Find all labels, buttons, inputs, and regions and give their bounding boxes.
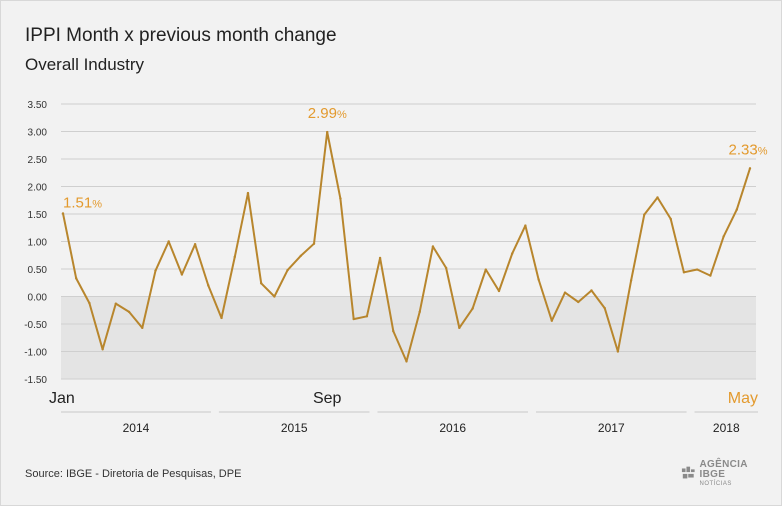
month-label: May <box>728 390 758 407</box>
data-point <box>735 208 738 211</box>
line-chart: 3.50 3.00 2.50 2.00 1.50 1.00 0.50 0.00 -0.50 -1.… <box>24 100 768 435</box>
source-note: Source: IBGE - Diretoria de Pesquisas, D… <box>25 468 242 480</box>
logo-main-text: AGÊNCIA IBGE <box>699 458 748 480</box>
data-point <box>392 329 395 333</box>
data-point <box>484 268 487 271</box>
data-point <box>550 319 554 322</box>
data-point <box>101 348 104 351</box>
data-point <box>722 235 725 238</box>
y-tick-label: 1.50 <box>28 210 48 221</box>
y-tick-label: -1.50 <box>24 375 47 386</box>
point-value-unit: % <box>337 109 347 121</box>
year-axis-layer: 2014 2015 2016 2017 2018 <box>61 411 758 435</box>
y-tick-label: 0.00 <box>28 293 48 304</box>
data-point <box>563 291 567 294</box>
data-point <box>590 289 593 292</box>
point-value-label: 2.99% <box>308 105 347 122</box>
data-point <box>220 316 223 320</box>
data-point <box>167 240 170 243</box>
data-point <box>312 242 316 245</box>
data-point <box>180 273 184 276</box>
y-tick-label: 0.50 <box>28 265 48 276</box>
data-point <box>405 360 408 363</box>
data-point <box>246 191 250 195</box>
point-value-number: 2.33 <box>729 141 758 158</box>
series-line-layer <box>61 130 752 363</box>
data-point <box>339 197 342 200</box>
data-point <box>233 255 236 259</box>
data-point <box>418 310 421 314</box>
data-point <box>537 278 540 281</box>
month-label: Jan <box>49 390 75 407</box>
point-value-number: 2.99 <box>308 105 337 122</box>
data-point <box>709 274 712 277</box>
data-point <box>431 245 435 248</box>
data-point <box>524 224 527 227</box>
data-point <box>378 256 382 260</box>
data-point <box>616 350 620 353</box>
negative-band-layer <box>61 296 756 379</box>
month-labels-layer: Jan Sep May <box>49 390 758 407</box>
y-axis-ticks-layer: 3.50 3.00 2.50 2.00 1.50 1.00 0.50 0.00 -0.50 -1.… <box>24 100 47 386</box>
y-tick-label: 2.00 <box>28 183 48 194</box>
point-value-label: 1.51% <box>63 194 102 211</box>
data-point <box>669 217 672 221</box>
data-point <box>352 317 355 321</box>
data-point <box>61 212 65 215</box>
data-point <box>114 302 118 305</box>
data-point <box>510 252 514 255</box>
data-point <box>643 213 646 216</box>
year-label: 2017 <box>598 421 625 435</box>
data-point <box>458 326 461 330</box>
year-label: 2016 <box>439 421 466 435</box>
year-label: 2014 <box>123 421 150 435</box>
data-point <box>656 196 659 199</box>
data-point <box>273 295 276 298</box>
y-tick-label: 3.00 <box>28 128 48 139</box>
point-value-unit: % <box>758 145 768 157</box>
data-point <box>207 284 210 287</box>
data-point <box>471 307 474 310</box>
data-point <box>154 269 157 272</box>
data-point <box>577 300 580 304</box>
chart-subtitle: Overall Industry <box>25 55 145 74</box>
point-labels-layer: 1.51%2.99%2.33% <box>63 105 768 211</box>
data-point <box>695 268 699 271</box>
data-point <box>682 271 686 274</box>
point-value-unit: % <box>92 198 102 210</box>
data-point <box>444 266 448 270</box>
month-label: Sep <box>313 390 342 407</box>
data-point <box>193 243 197 246</box>
data-point <box>326 130 329 134</box>
chart-title: IPPI Month x previous month change <box>25 25 337 46</box>
data-point <box>497 289 501 293</box>
data-point <box>75 277 78 280</box>
data-point <box>299 254 303 257</box>
agencia-ibge-logo: AGÊNCIA IBGE NOTÍCIAS <box>681 458 769 487</box>
point-value-number: 1.51 <box>63 194 92 211</box>
y-tick-label: 3.50 <box>28 100 48 111</box>
data-point <box>141 326 144 330</box>
y-tick-label: -0.50 <box>24 320 47 331</box>
y-tick-label: -1.00 <box>24 348 47 359</box>
data-point <box>286 268 289 272</box>
data-point <box>127 310 131 314</box>
data-point <box>259 282 263 285</box>
ibge-logo-icon <box>681 466 695 479</box>
data-point <box>629 279 633 282</box>
negative-band <box>61 296 756 379</box>
year-label: 2015 <box>281 421 308 435</box>
data-point <box>748 167 752 170</box>
y-tick-label: 2.50 <box>28 155 48 166</box>
point-value-label: 2.33% <box>729 141 768 158</box>
logo-sub-text: NOTÍCIAS <box>699 480 732 487</box>
data-point <box>88 301 91 305</box>
data-point <box>603 306 606 310</box>
year-label: 2018 <box>713 421 740 435</box>
y-tick-label: 1.00 <box>28 238 48 249</box>
data-point <box>365 315 369 318</box>
